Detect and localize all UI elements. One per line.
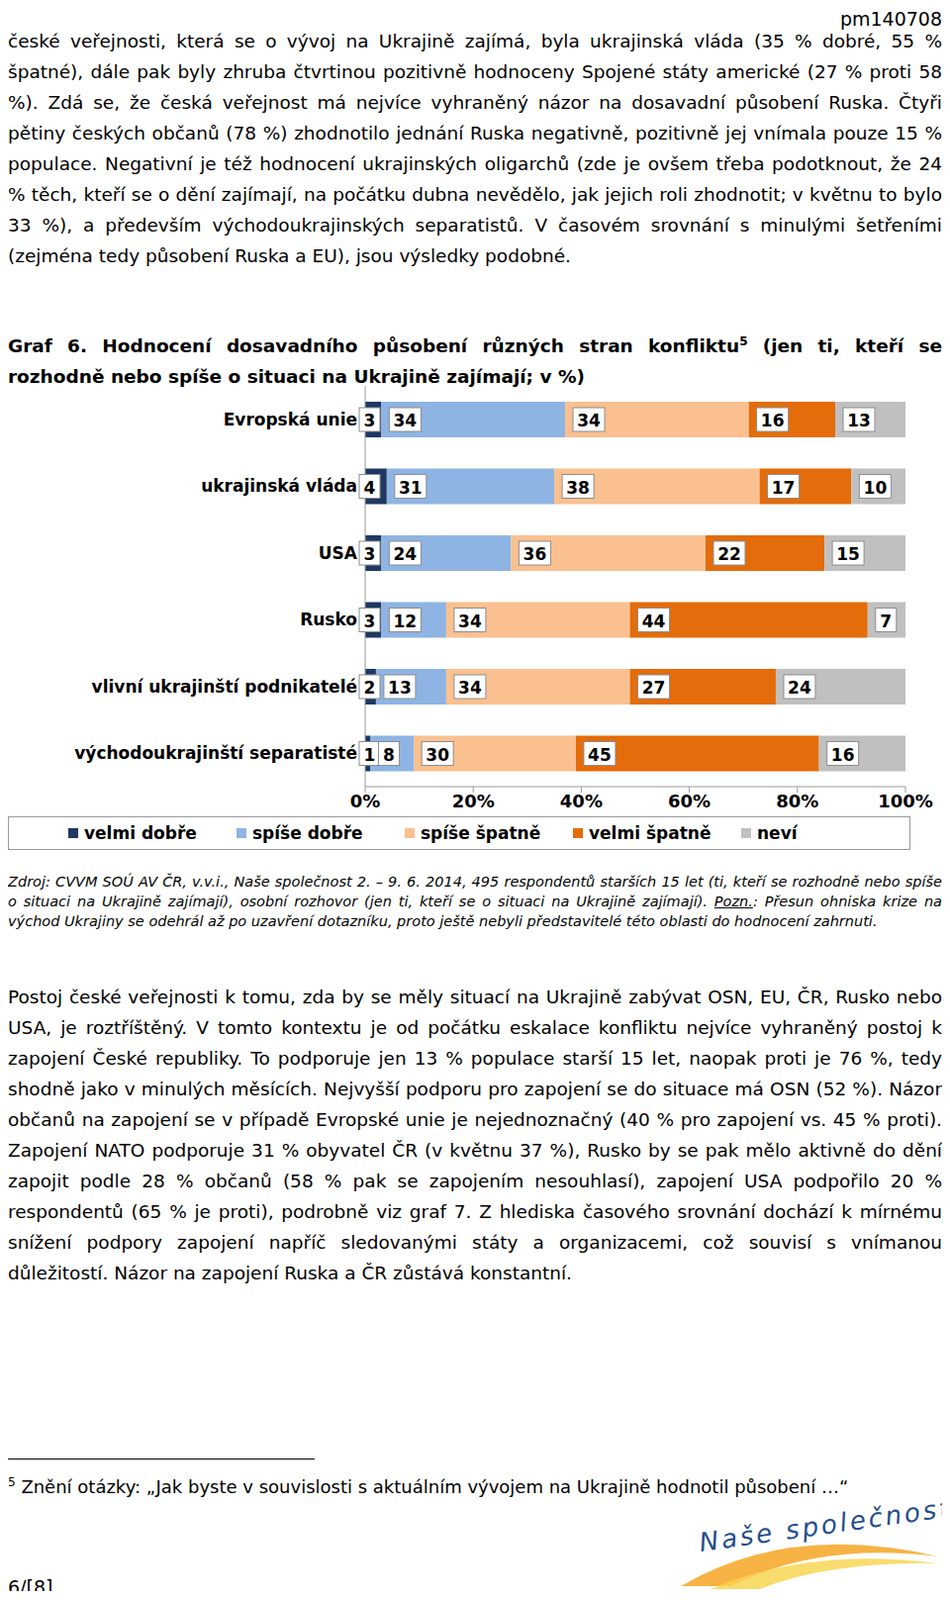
svg-text:16: 16: [831, 745, 855, 765]
svg-text:34: 34: [576, 410, 601, 431]
svg-text:Rusko: Rusko: [299, 609, 358, 630]
svg-text:USA: USA: [318, 543, 359, 564]
svg-text:45: 45: [587, 745, 612, 765]
svg-text:60%: 60%: [667, 790, 711, 812]
svg-text:16: 16: [760, 410, 785, 431]
svg-text:10: 10: [863, 477, 888, 498]
svg-text:31: 31: [398, 477, 423, 498]
svg-text:34: 34: [393, 410, 418, 431]
svg-text:22: 22: [717, 544, 742, 565]
html-text:velmi špatně: velmi špatně: [588, 823, 711, 844]
svg-text:24: 24: [787, 677, 812, 698]
svg-text:20%: 20%: [452, 790, 495, 812]
svg-text:36: 36: [523, 544, 548, 565]
svg-text:Evropská unie: Evropská unie: [223, 409, 358, 430]
html-text:neví: neví: [757, 823, 798, 844]
svg-text:17: 17: [771, 477, 796, 498]
svg-text:34: 34: [458, 677, 482, 698]
svg-text:ukrajinská vláda: ukrajinská vláda: [200, 475, 358, 496]
svg-text:13: 13: [847, 410, 871, 431]
html-text:spíše špatně: spíše špatně: [420, 823, 541, 844]
svg-text:východoukrajinští separatisté: východoukrajinští separatisté: [74, 743, 358, 763]
svg-text:7: 7: [879, 611, 892, 632]
svg-text:2: 2: [364, 677, 377, 698]
svg-text:8: 8: [382, 745, 395, 765]
svg-text:38: 38: [566, 477, 590, 498]
html-text:spíše dobře: spíše dobře: [252, 823, 363, 844]
html-text:české veřejnosti, která se o v: české veřejnosti, která se o vývoj na Uk…: [7, 30, 943, 267]
svg-text:80%: 80%: [775, 790, 819, 812]
svg-text:30: 30: [425, 745, 450, 765]
svg-text:4: 4: [364, 477, 377, 498]
svg-text:vlivní ukrajinští podnikatelé: vlivní ukrajinští podnikatelé: [92, 676, 358, 697]
svg-text:34: 34: [458, 611, 482, 632]
html-text:Zdroj: CVVM SOÚ AV ČR, v.v.i.,: Zdroj: CVVM SOÚ AV ČR, v.v.i., Naše spol…: [7, 873, 943, 930]
html-text:Graf 6. Hodnocení dosavadního: Graf 6. Hodnocení dosavadního působení r…: [7, 334, 943, 388]
svg-text:15: 15: [836, 544, 860, 565]
svg-text:100%: 100%: [877, 790, 934, 812]
html-text:Postoj české veřejnosti k tomu: Postoj české veřejnosti k tomu, zda by s…: [7, 986, 943, 1284]
svg-text:40%: 40%: [560, 790, 603, 812]
svg-text:3: 3: [364, 611, 377, 632]
svg-text:3: 3: [364, 410, 377, 431]
html-text:pm140708: pm140708: [840, 7, 943, 30]
svg-text:0%: 0%: [350, 790, 381, 812]
svg-text:Naše společnost: Naše společnost: [697, 1502, 943, 1558]
svg-text:27: 27: [642, 677, 666, 698]
html-text:velmi dobře: velmi dobře: [84, 823, 197, 844]
svg-text:3: 3: [364, 544, 377, 565]
svg-text:44: 44: [642, 611, 666, 632]
svg-text:24: 24: [393, 544, 418, 565]
svg-text:12: 12: [393, 611, 418, 632]
html-text:6/[8]: 6/[8]: [7, 1576, 53, 1599]
svg-text:13: 13: [387, 677, 412, 698]
html-text:5 Znění otázky: „Jak byste v s: 5 Znění otázky: „Jak byste v souvislosti…: [7, 1475, 849, 1498]
svg-text:1: 1: [364, 745, 377, 765]
